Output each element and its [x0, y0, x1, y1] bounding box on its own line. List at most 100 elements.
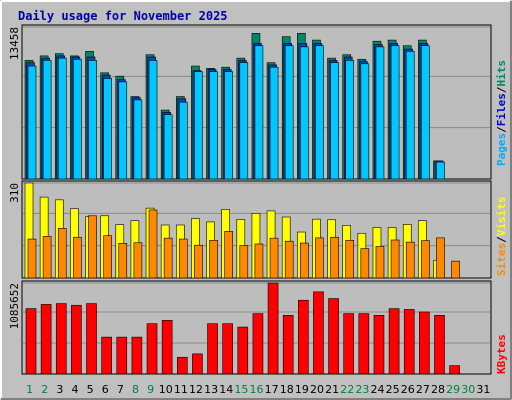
kbytes-bar [222, 323, 233, 375]
kbytes-bar [161, 320, 173, 375]
day-label: 1 [26, 383, 33, 396]
pages-bar [133, 99, 143, 180]
day-label: 11 [174, 383, 188, 396]
day-label: 16 [250, 383, 264, 396]
sites-bar [269, 237, 279, 279]
sites-bar [42, 236, 52, 279]
sites-bar [436, 237, 445, 279]
kbytes-bar [282, 315, 294, 375]
pages-bar [421, 45, 430, 180]
day-label: 14 [219, 383, 233, 396]
sites-bar [390, 239, 400, 279]
day-label: 18 [280, 383, 294, 396]
sites-bar [194, 244, 203, 279]
day-label: 9 [147, 383, 154, 396]
kbytes-bar [101, 336, 112, 375]
sites-bar [421, 240, 430, 279]
kbytes-bar [237, 326, 249, 375]
day-label: 28 [431, 383, 445, 396]
day-label: 20 [310, 383, 324, 396]
sites-bar [73, 236, 82, 279]
pages-bar [57, 57, 67, 180]
pages-bar [375, 46, 385, 180]
pages-bar [284, 45, 294, 180]
day-label: 4 [71, 383, 78, 396]
pages-bar [103, 78, 112, 180]
kbytes-bar [313, 291, 324, 375]
legend-kbytes: KBytes [495, 334, 508, 374]
pages-bar [42, 60, 52, 180]
kbytes-bar [71, 304, 82, 375]
kbytes-bar [373, 315, 385, 375]
sites-bar [118, 243, 128, 279]
legend-pages-files-hits: Pages/Files/Hits [495, 60, 508, 166]
kbytes-bar [131, 336, 143, 375]
pages-bar [88, 60, 97, 180]
pages-bar [178, 101, 188, 180]
sites-bar [284, 240, 294, 279]
y-max-label-3: 1085652 [8, 283, 21, 329]
pages-bar [224, 71, 233, 180]
chart-bars [24, 33, 460, 375]
kbytes-bar [116, 336, 128, 375]
sites-bar [254, 243, 264, 279]
pages-bar [300, 46, 309, 180]
x-axis-day-labels: 1 2 3 4 5 6 7 8 9 10 11 12 13 14 15 16 17 18 19 20 21 22 23 24 2… [26, 383, 490, 396]
kbytes-bar [298, 299, 309, 375]
day-label: 5 [87, 383, 94, 396]
day-label: 31 [476, 383, 490, 396]
day-label: 17 [265, 383, 279, 396]
day-label: 8 [132, 383, 139, 396]
pages-bar [194, 71, 203, 180]
sites-bar [27, 238, 37, 279]
day-label: 12 [189, 383, 203, 396]
pages-bar [73, 58, 82, 180]
kbytes-bar [403, 309, 415, 375]
kbytes-bar [55, 303, 67, 375]
sites-bar [209, 240, 218, 279]
kbytes-bar [267, 282, 279, 375]
vertical-label-part: / [495, 236, 508, 243]
day-label: 27 [416, 383, 430, 396]
vertical-label-part: KBytes [495, 334, 508, 374]
legend-sites-visits: Sites/Visits [495, 197, 508, 277]
sites-bar [57, 228, 67, 279]
pages-bar [315, 45, 324, 180]
pages-bar [360, 63, 370, 180]
vertical-label-part: Pages [495, 133, 508, 166]
kbytes-bar [25, 308, 37, 375]
vertical-label-part: Visits [495, 197, 508, 237]
day-label: 15 [234, 383, 248, 396]
kbytes-bar [449, 365, 460, 375]
sites-bar [300, 242, 309, 279]
vertical-label-part: Files [495, 93, 508, 126]
sites-bar [315, 237, 324, 279]
day-label: 25 [386, 383, 400, 396]
sites-bar [103, 235, 112, 279]
day-label: 22 [340, 383, 354, 396]
kbytes-bar [207, 323, 218, 375]
day-label: 2 [41, 383, 48, 396]
pages-bar [209, 71, 218, 180]
kbytes-bar [192, 353, 203, 375]
vertical-label-part: / [495, 126, 508, 133]
chart-title: Daily usage for November 2025 [18, 9, 228, 23]
kbytes-bar [40, 304, 52, 375]
pages-bar [118, 81, 128, 180]
vertical-label-part: Sites [495, 243, 508, 276]
day-label: 6 [102, 383, 109, 396]
pages-bar [405, 51, 415, 180]
kbytes-bar [388, 308, 400, 375]
pages-bar [254, 45, 264, 180]
kbytes-bar [86, 303, 97, 375]
pages-bar [436, 161, 445, 180]
day-label: 3 [56, 383, 63, 396]
sites-bar [360, 248, 370, 279]
day-label: 23 [355, 383, 369, 396]
day-label: 7 [117, 383, 124, 396]
pages-bar [345, 60, 355, 180]
pages-bar [239, 62, 249, 180]
day-label: 24 [371, 383, 385, 396]
sites-bar [375, 246, 385, 279]
